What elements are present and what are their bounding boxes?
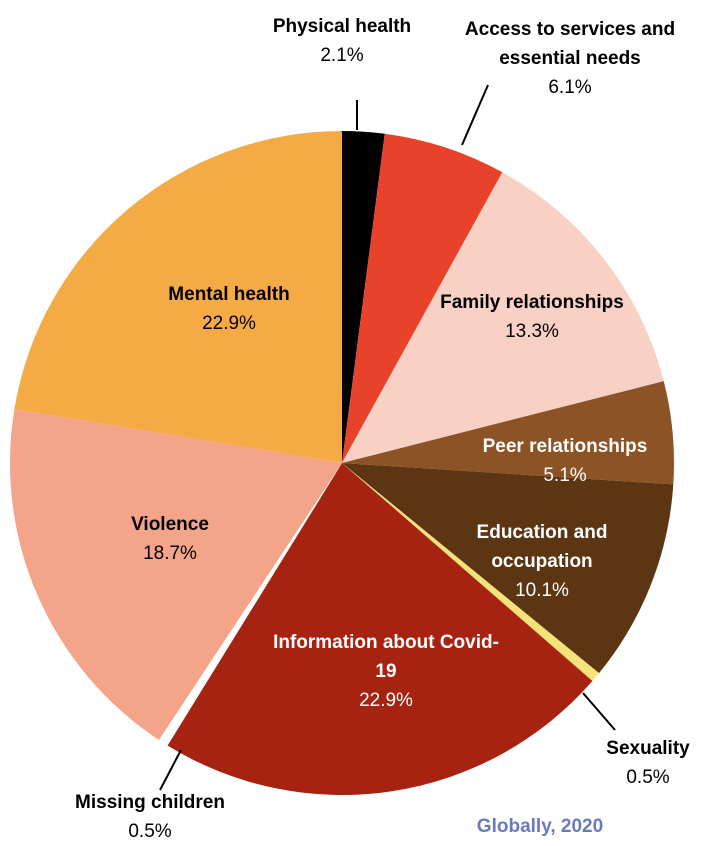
value-label: 22.9% — [359, 690, 413, 711]
category-label: Missing children — [75, 792, 225, 813]
pie-slice — [342, 133, 503, 463]
pie-slice — [342, 463, 600, 681]
leader-line — [159, 749, 182, 791]
pie-slice — [167, 463, 593, 795]
value-label: 0.5% — [626, 767, 670, 788]
category-label: Physical health — [272, 16, 412, 37]
category-label: Mental health — [168, 284, 290, 305]
pie-slice — [342, 172, 664, 463]
slice-label: Violence 18.7% — [70, 510, 270, 568]
category-label: Information about Covid-19 — [273, 632, 499, 682]
value-label: 2.1% — [320, 45, 364, 66]
pie-slice — [14, 131, 343, 463]
slice-label: Education and occupation 10.1% — [442, 518, 642, 605]
value-label: 18.7% — [143, 543, 197, 564]
category-label: Family relationships — [440, 292, 624, 313]
slice-label: Peer relationships 5.1% — [450, 432, 680, 490]
category-label: Sexuality — [606, 738, 690, 759]
value-label: 10.1% — [515, 580, 569, 601]
leader-line — [582, 692, 616, 731]
pie-slice — [342, 381, 674, 485]
value-label: 13.3% — [505, 321, 559, 342]
pie-slice — [342, 131, 385, 463]
slice-label: Missing children 0.5% — [40, 788, 260, 846]
category-label: Peer relationships — [482, 436, 648, 457]
slice-label: Physical health 2.1% — [272, 12, 412, 70]
pie-slice — [158, 463, 342, 746]
value-label: 0.5% — [128, 821, 172, 842]
slice-label: Information about Covid-19 22.9% — [266, 628, 506, 715]
value-label: 22.9% — [202, 313, 256, 334]
pie-slice — [9, 409, 342, 740]
value-label: 6.1% — [548, 77, 592, 98]
slice-label: Mental health 22.9% — [119, 280, 339, 338]
category-label: Education and occupation — [476, 522, 608, 572]
pie-slice — [342, 463, 674, 674]
category-label: Access to services and essential needs — [464, 19, 676, 69]
slice-label: Access to services and essential needs 6.… — [430, 15, 703, 102]
annotation: Globally, 2020 — [476, 816, 604, 837]
category-label: Violence — [131, 514, 209, 535]
slice-label: Family relationships 13.3% — [432, 288, 632, 346]
slice-label: Sexuality 0.5% — [578, 734, 703, 792]
value-label: 5.1% — [543, 465, 587, 486]
leader-line — [461, 84, 489, 146]
